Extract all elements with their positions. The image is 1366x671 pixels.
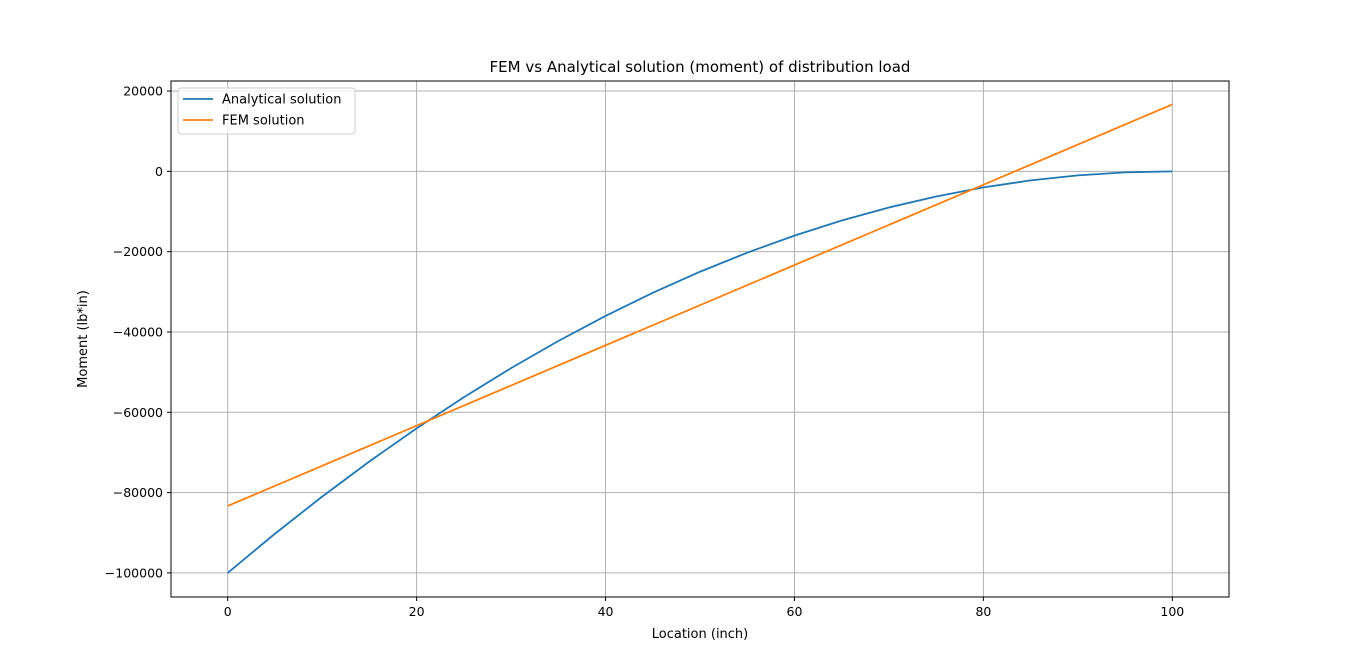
y-axis: 20000 0 −20000 −40000 −60000 −80000 −100000 — [105, 84, 171, 580]
x-axis-label: Location (inch) — [652, 627, 749, 642]
x-axis: 0 20 40 60 80 100 — [224, 597, 1184, 619]
y-tick-label: −80000 — [113, 485, 163, 500]
y-axis-label: Moment (lb*in) — [76, 290, 91, 388]
plot-frame — [170, 80, 1230, 598]
y-tick-label: −60000 — [113, 405, 163, 420]
x-tick-label: 100 — [1160, 604, 1184, 619]
series-layer — [227, 103, 1173, 574]
y-tick-label: −20000 — [113, 244, 163, 259]
x-tick-label: 60 — [787, 604, 803, 619]
series-line-fem-solution — [227, 103, 1173, 507]
y-tick-label: −40000 — [113, 324, 163, 339]
grid — [171, 81, 1229, 597]
legend-box — [177, 87, 356, 135]
x-tick-label: 20 — [409, 604, 425, 619]
legend-label: FEM solution — [222, 114, 305, 129]
y-tick-label: −100000 — [105, 565, 163, 580]
x-tick-label: 0 — [224, 604, 232, 619]
x-tick-label: 40 — [598, 604, 614, 619]
legend-label: Analytical solution — [222, 93, 341, 108]
legend: Analytical solution FEM solution — [177, 87, 356, 135]
y-tick-label: 0 — [155, 164, 163, 179]
y-tick-label: 20000 — [123, 84, 163, 99]
chart-title: FEM vs Analytical solution (moment) of d… — [490, 58, 911, 76]
plot-area — [171, 81, 1229, 597]
x-tick-label: 80 — [975, 604, 991, 619]
series-line-analytical-solution — [227, 170, 1173, 574]
